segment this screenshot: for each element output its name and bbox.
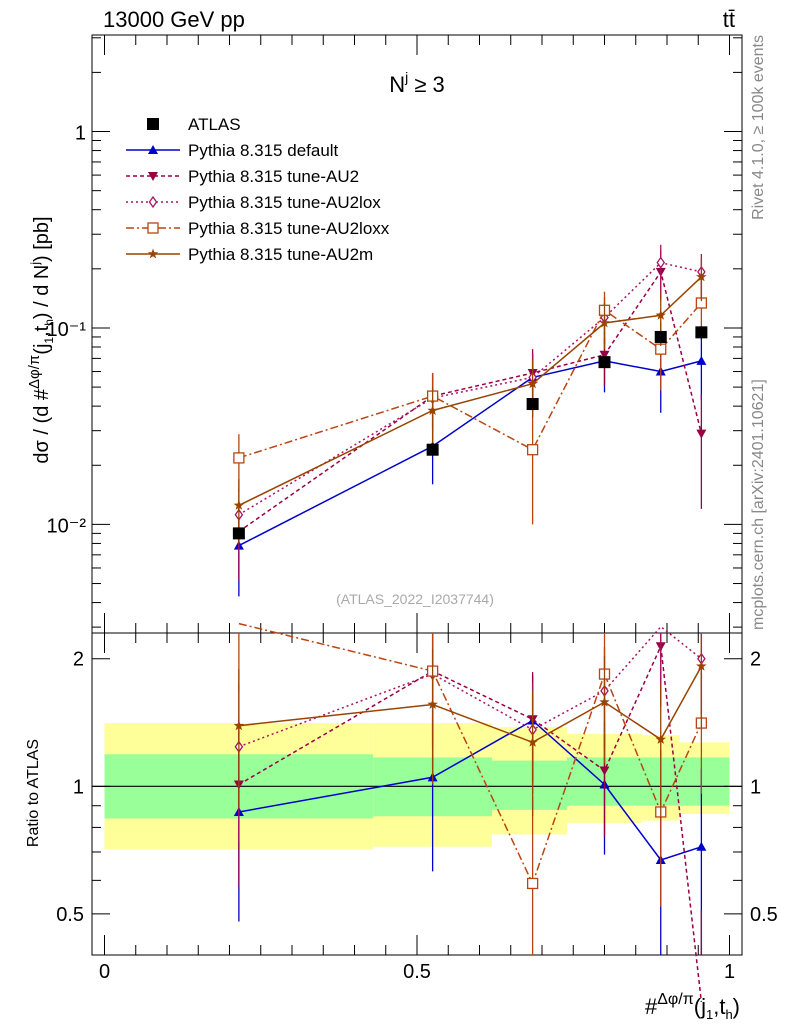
square-marker xyxy=(526,398,539,411)
main-axis-ticks: 1 10⁻¹ 10⁻² xyxy=(47,35,742,633)
star-marker xyxy=(599,317,610,328)
star-marker xyxy=(233,720,245,731)
ratio-tick-label-right: 2 xyxy=(750,649,761,671)
square-marker xyxy=(695,326,708,339)
ratio-panel: 0 0.5 1 2 2 1 1 0.5 0.5 Ratio to ATLAS xyxy=(25,622,778,1002)
series-line xyxy=(238,302,702,459)
y-tick-label: 10⁻¹ xyxy=(47,319,87,341)
star-marker xyxy=(147,248,159,259)
y-label-sup-j: j xyxy=(28,262,42,266)
star-marker xyxy=(655,733,666,744)
ratio-axis-ticks: 0 0.5 1 2 2 1 1 0.5 0.5 xyxy=(56,633,778,983)
x-axis-label: #Δφ/π(j1,th) xyxy=(645,991,740,1022)
x-label-close: ) xyxy=(733,994,740,1019)
inner-band-bin xyxy=(492,760,567,810)
y-axis-label-text: dσ / (d #Δφ/π(j1,th) / d Nj) [pb] xyxy=(26,216,56,463)
x-label-args: (j xyxy=(694,994,706,1019)
legend-label: Pythia 8.315 tune-AU2 xyxy=(188,167,359,186)
triangle-up-marker xyxy=(696,841,707,851)
y-label-comma: ,t xyxy=(31,325,53,337)
y-label-args: (j xyxy=(31,344,53,355)
series-line xyxy=(238,360,702,547)
x-label-comma: ,t xyxy=(713,994,725,1019)
triangle-down-marker xyxy=(599,766,610,776)
ratio-series-line xyxy=(238,643,703,1002)
ratio-series-line xyxy=(238,665,703,744)
series-line xyxy=(238,276,702,507)
triangle-down-marker xyxy=(599,350,610,360)
y-label-sub-1: 1 xyxy=(42,337,56,344)
x-tick-label: 0 xyxy=(99,961,110,983)
x-label-sub-h: h xyxy=(725,1007,732,1022)
triangle-up-marker xyxy=(696,355,707,365)
y-label-unit: ) [pb] xyxy=(31,216,53,262)
legend-label: Pythia 8.315 tune-AU2loxx xyxy=(188,219,390,238)
ratio-tick-label-left: 2 xyxy=(73,649,84,671)
ratio-tick-label-left: 1 xyxy=(73,776,84,798)
ratio-tick-label-right: 1 xyxy=(750,776,761,798)
series-line xyxy=(238,270,703,533)
legend-label: Pythia 8.315 tune-AU2m xyxy=(188,245,373,264)
ratio-series-line xyxy=(238,625,702,748)
open-square-marker xyxy=(233,452,245,464)
y-label-tail: ) / d N xyxy=(31,265,53,319)
energy-label: 13000 GeV pp xyxy=(103,7,245,32)
ratio-series-line xyxy=(238,622,703,886)
legend-label: Pythia 8.315 default xyxy=(188,141,339,160)
main-panel: 110⁻¹10⁻² Nj ≥ 3 (ATLAS_2022_I2037744) d… xyxy=(26,34,743,634)
x-tick-label: 1 xyxy=(724,961,735,983)
y-label-sub-h: h xyxy=(42,319,56,326)
ratio-tick-label-right: 0.5 xyxy=(750,904,778,926)
ratio-y-axis-label: Ratio to ATLAS xyxy=(25,739,42,847)
analysis-watermark: (ATLAS_2022_I2037744) xyxy=(336,591,494,607)
open-square-marker xyxy=(526,877,539,890)
process-label: tt̄ xyxy=(723,7,735,32)
y-axis-label: dσ / (d #Δφ/π(j1,th) / d Nj) [pb] xyxy=(26,216,56,463)
star-marker xyxy=(599,696,610,707)
star-marker xyxy=(696,660,707,671)
legend-label: ATLAS xyxy=(188,115,241,134)
chart-title: Nj ≥ 3 xyxy=(389,69,445,97)
x-label-fraction: Δφ/π xyxy=(657,991,694,1008)
triangle-down-marker xyxy=(148,172,158,181)
square-marker xyxy=(426,443,439,456)
y-tick-label: 1 xyxy=(75,123,86,145)
diamond-marker xyxy=(656,256,666,269)
rivet-version-label: Rivet 4.1.0, ≥ 100k events xyxy=(750,35,767,220)
square-marker xyxy=(654,330,667,343)
star-marker xyxy=(527,736,538,747)
star-marker xyxy=(427,405,438,415)
x-tick-label: 0.5 xyxy=(403,961,431,983)
title-condition: ≥ 3 xyxy=(408,72,445,97)
open-square-marker xyxy=(526,444,539,456)
x-label-sub-1: 1 xyxy=(706,1007,713,1022)
diamond-marker xyxy=(148,195,158,209)
open-square-marker xyxy=(147,222,159,234)
ratio-series-line xyxy=(238,719,702,861)
square-marker xyxy=(598,356,611,369)
mcplots-label: mcplots.cern.ch [arXiv:2401.10621] xyxy=(750,379,767,630)
legend: ATLAS Pythia 8.315 default Pythia 8.315 tu… xyxy=(126,115,390,264)
triangle-down-marker xyxy=(696,429,707,439)
series-line xyxy=(238,261,702,516)
square-marker xyxy=(232,527,245,540)
title-superscript-j: j xyxy=(404,69,408,85)
inner-band-bin xyxy=(679,757,730,806)
star-marker xyxy=(427,699,438,709)
legend-label: Pythia 8.315 tune-AU2lox xyxy=(188,193,381,212)
y-label-fraction: Δφ/π xyxy=(26,355,43,389)
star-marker xyxy=(696,271,707,282)
star-marker xyxy=(527,378,538,389)
ratio-series-group xyxy=(233,622,708,1002)
ratio-tick-label-left: 0.5 xyxy=(56,904,84,926)
y-tick-label: 10⁻² xyxy=(47,515,87,537)
title-n-label: N xyxy=(389,72,405,97)
square-marker xyxy=(147,118,159,130)
star-marker xyxy=(233,499,245,510)
star-marker xyxy=(655,309,666,320)
triangle-up-marker xyxy=(148,145,158,154)
main-series-group xyxy=(232,244,708,597)
